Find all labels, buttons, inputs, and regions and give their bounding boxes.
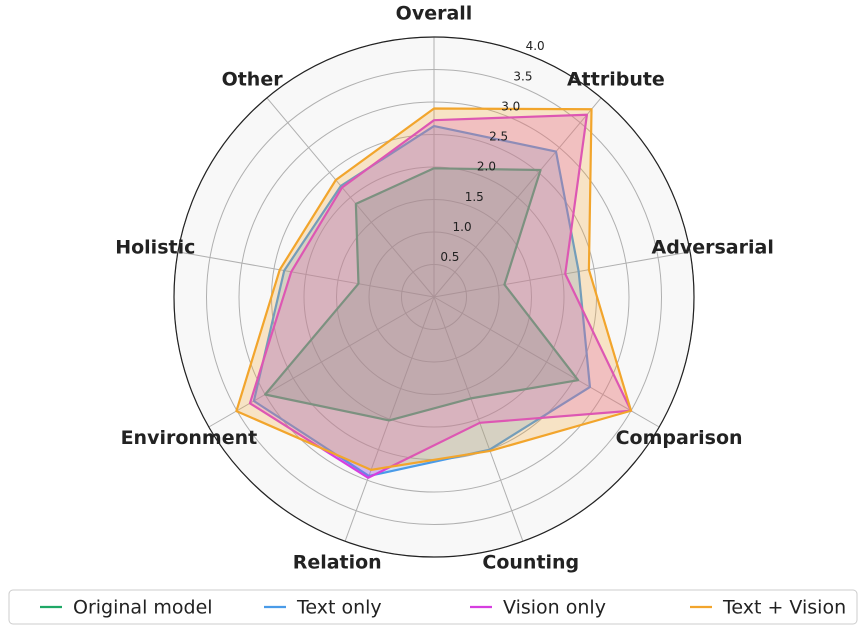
spoke [266,97,435,298]
spoke [177,251,435,298]
series-area [265,168,579,421]
r-tick-label: 3.5 [513,69,532,83]
spoke [433,296,660,428]
category-label: Other [222,69,284,91]
legend-label: Original model [73,597,213,619]
r-tick-label: 1.5 [465,190,484,204]
category-label: Counting [482,551,579,573]
r-tick-label: 4.0 [526,39,545,53]
series-area [249,114,632,478]
category-label: Attribute [567,69,665,91]
spoke [433,97,602,298]
category-label: Holistic [115,236,195,258]
legend-label: Vision only [503,597,606,619]
series-line [235,107,633,471]
r-tick-label: 2.0 [477,160,496,174]
r-tick-label: 3.0 [501,99,520,113]
spoke [433,251,691,298]
category-label: Overall [396,3,473,25]
category-label: Adversarial [652,236,774,258]
r-tick-label: 2.5 [489,130,508,144]
plot-border [173,36,695,558]
legend-label: Text only [296,597,382,619]
legend-label: Text + Vision [722,597,846,619]
r-tick-label: 1.0 [453,220,472,234]
series-line [264,167,580,422]
series-area [253,126,590,476]
series-line [252,124,592,478]
category-label: Environment [121,427,258,449]
legend-box [8,589,858,625]
category-label: Relation [293,551,382,573]
spoke [433,296,524,542]
series-area [236,108,632,470]
category-label: Comparison [616,427,743,449]
series-line [248,113,633,479]
spoke [208,296,435,428]
r-tick-label: 0.5 [440,250,459,264]
